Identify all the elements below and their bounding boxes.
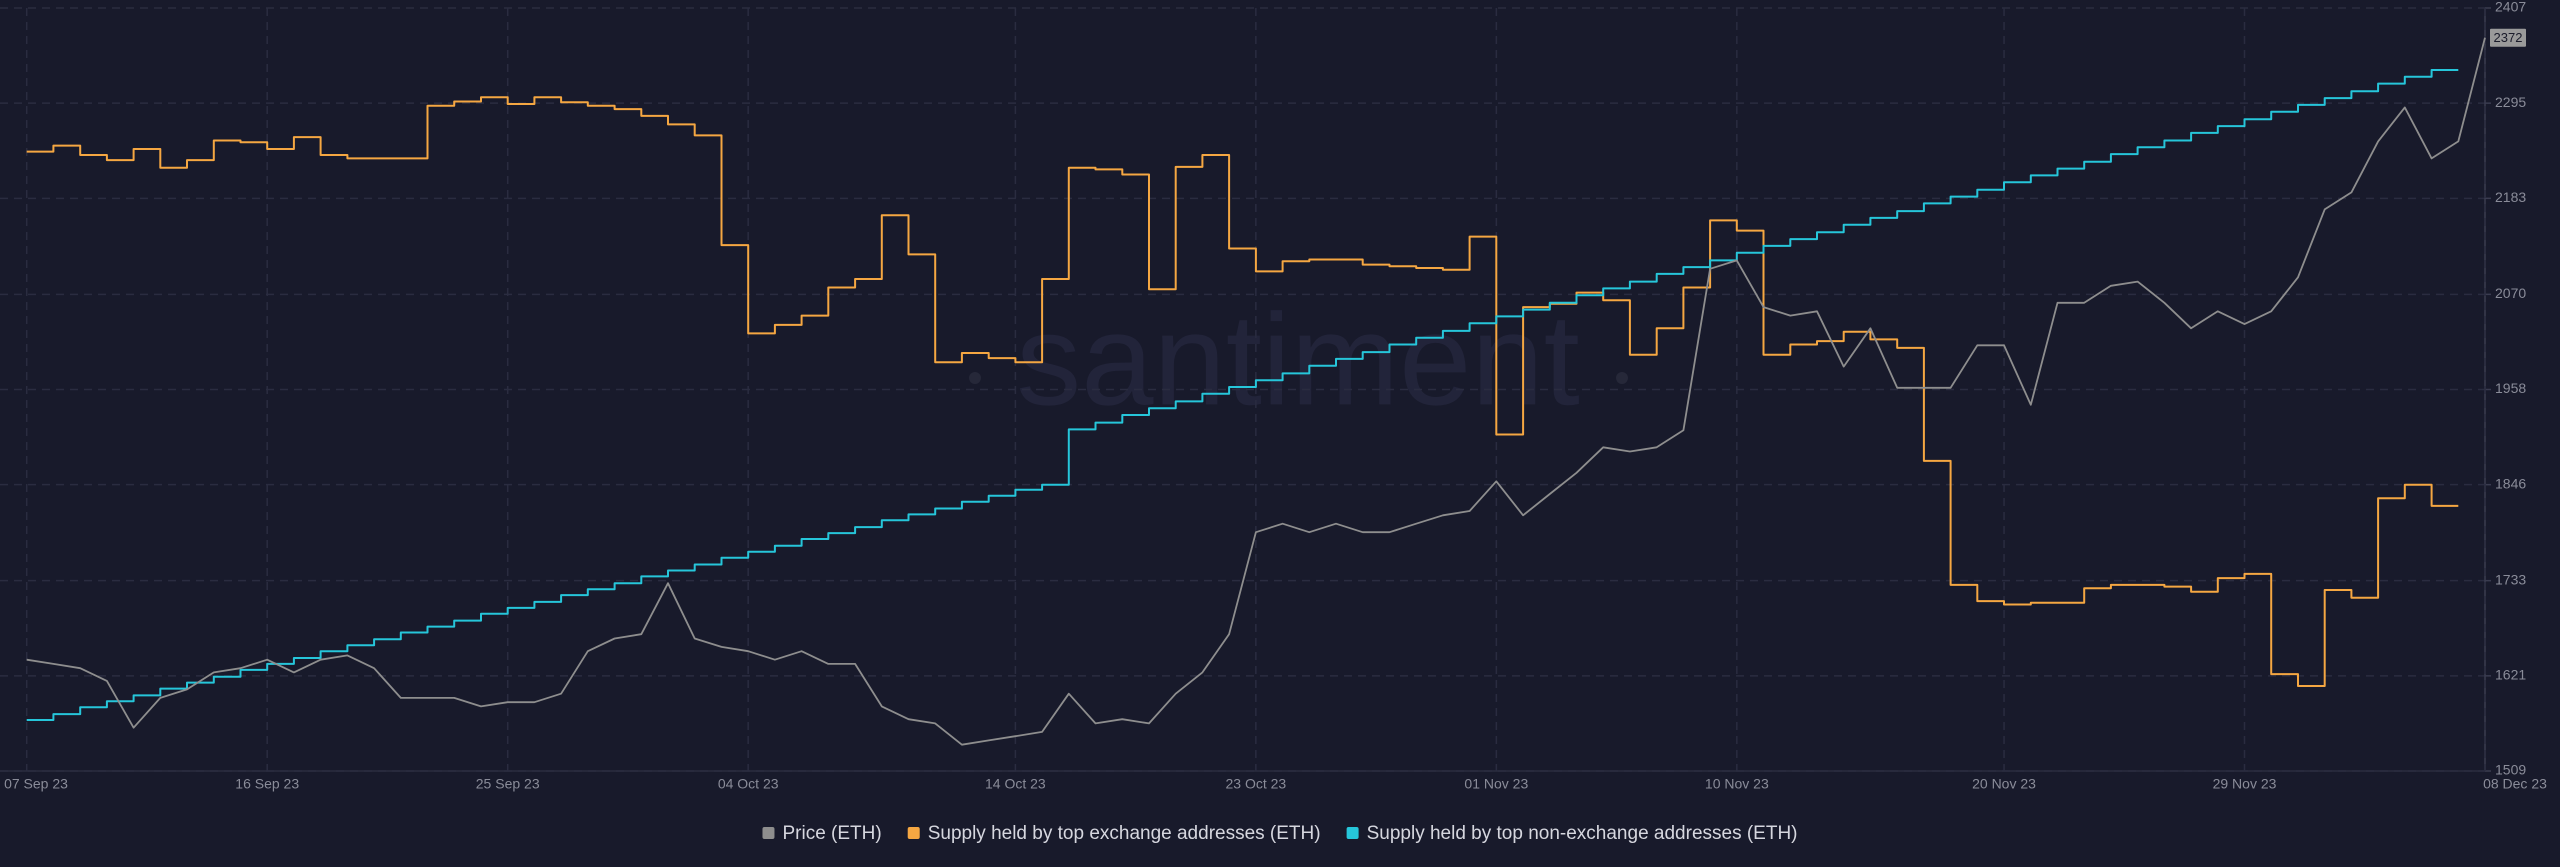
y-tick-label: 2295	[2495, 94, 2526, 110]
legend-label: Supply held by top non-exchange addresse…	[1367, 823, 1798, 844]
watermark-dot	[1616, 372, 1628, 384]
x-tick-label: 14 Oct 23	[985, 776, 1046, 792]
y-tick-label: 1846	[2495, 475, 2526, 491]
last-value-tag	[2490, 28, 2526, 47]
series-line	[26, 96, 2459, 687]
y-tick-label: 2070	[2495, 285, 2526, 301]
x-tick-label: 01 Nov 23	[1464, 776, 1528, 792]
legend-swatch	[907, 827, 920, 839]
legend-swatch	[1346, 827, 1359, 839]
legend: Price (ETH) Supply held by top exchange a…	[762, 823, 1798, 844]
x-tick-label: 23 Oct 23	[1226, 776, 1287, 792]
series-line	[26, 37, 2486, 746]
y-tick-label: 1958	[2495, 380, 2526, 396]
x-tick-label: 07 Sep 23	[4, 776, 68, 792]
y-tick-label: 1733	[2495, 571, 2526, 587]
legend-label: Price (ETH)	[782, 823, 881, 844]
x-tick-label: 16 Sep 23	[235, 776, 299, 792]
x-tick-label: 29 Nov 23	[2213, 776, 2277, 792]
last-value-label: 2372	[2494, 30, 2523, 45]
x-tick-label: 25 Sep 23	[476, 776, 540, 792]
x-tick-label: 20 Nov 23	[1972, 776, 2036, 792]
watermark: santiment	[1016, 286, 1580, 432]
series-line	[26, 69, 2459, 721]
x-tick-label: 08 Dec 23	[2483, 776, 2547, 792]
legend-swatch	[762, 827, 775, 839]
x-tick-label: 04 Oct 23	[718, 776, 779, 792]
watermark-group: santiment	[969, 286, 1628, 432]
legend-label: Supply held by top exchange addresses (E…	[928, 823, 1321, 844]
y-tick-label: 2183	[2495, 189, 2526, 205]
y-tick-label: 2407	[2495, 0, 2526, 15]
x-tick-label: 10 Nov 23	[1705, 776, 1769, 792]
y-tick-label: 1621	[2495, 667, 2526, 683]
watermark-dot	[969, 372, 981, 384]
y-tick-label: 1509	[2495, 762, 2526, 778]
